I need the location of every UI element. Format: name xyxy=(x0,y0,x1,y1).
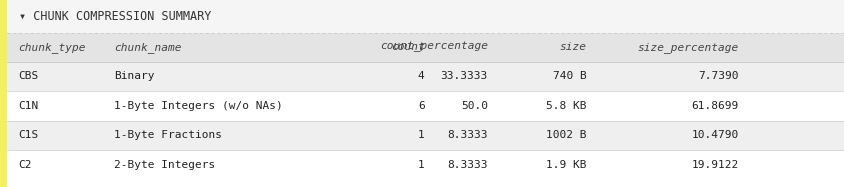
Text: 1.9 KB: 1.9 KB xyxy=(546,160,587,170)
Text: 33.3333: 33.3333 xyxy=(441,71,488,81)
Text: count_percentage: count_percentage xyxy=(380,42,488,52)
Text: 2-Byte Integers: 2-Byte Integers xyxy=(114,160,215,170)
Text: 10.4790: 10.4790 xyxy=(691,130,738,140)
Text: C1S: C1S xyxy=(19,130,39,140)
Text: 8.3333: 8.3333 xyxy=(447,160,488,170)
Text: 50.0: 50.0 xyxy=(461,101,488,111)
Bar xyxy=(7,150,844,180)
Text: ▾ CHUNK COMPRESSION SUMMARY: ▾ CHUNK COMPRESSION SUMMARY xyxy=(19,10,211,23)
Text: 1002 B: 1002 B xyxy=(546,130,587,140)
Text: 5.8 KB: 5.8 KB xyxy=(546,101,587,111)
Text: size_percentage: size_percentage xyxy=(637,42,738,53)
Text: count: count xyxy=(391,42,425,52)
Text: Binary: Binary xyxy=(114,71,154,81)
Bar xyxy=(7,62,844,91)
Bar xyxy=(7,91,844,121)
Text: 19.9122: 19.9122 xyxy=(691,160,738,170)
Text: 61.8699: 61.8699 xyxy=(691,101,738,111)
Bar xyxy=(7,121,844,150)
Text: C1N: C1N xyxy=(19,101,39,111)
Text: chunk_type: chunk_type xyxy=(19,42,86,53)
Text: 1: 1 xyxy=(418,160,425,170)
Text: CBS: CBS xyxy=(19,71,39,81)
Text: 1-Byte Integers (w/o NAs): 1-Byte Integers (w/o NAs) xyxy=(114,101,283,111)
Text: 6: 6 xyxy=(418,101,425,111)
Text: 1-Byte Fractions: 1-Byte Fractions xyxy=(114,130,222,140)
Bar xyxy=(7,33,844,62)
Text: 8.3333: 8.3333 xyxy=(447,130,488,140)
Text: size: size xyxy=(560,42,587,52)
Text: C2: C2 xyxy=(19,160,32,170)
Text: 7.7390: 7.7390 xyxy=(698,71,738,81)
Text: 4: 4 xyxy=(418,71,425,81)
Bar xyxy=(0,0,7,187)
Bar xyxy=(7,0,844,33)
Text: 740 B: 740 B xyxy=(553,71,587,81)
Text: chunk_name: chunk_name xyxy=(114,42,181,53)
Text: 1: 1 xyxy=(418,130,425,140)
